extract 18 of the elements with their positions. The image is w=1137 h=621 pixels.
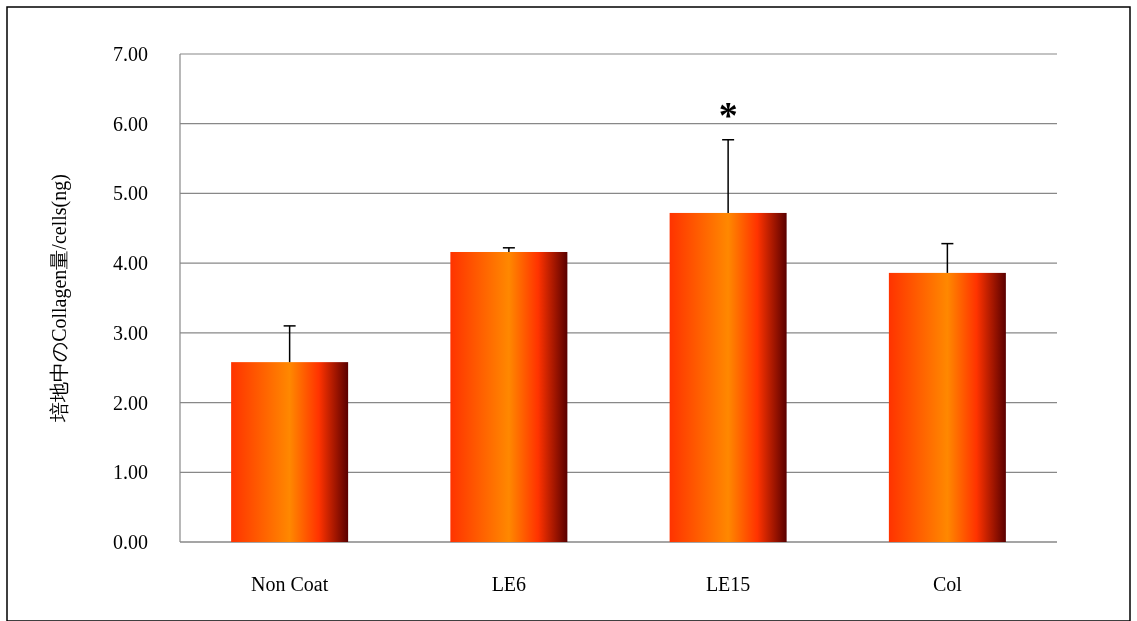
bar — [231, 362, 349, 542]
annotation: * — [718, 93, 738, 136]
y-tick-label: 4.00 — [113, 252, 148, 275]
y-tick-label: 0.00 — [113, 531, 148, 553]
y-axis-title: 培地中のCollagen量/cells(ng) — [48, 174, 71, 423]
y-tick-label: 2.00 — [113, 391, 148, 414]
bar — [888, 272, 1006, 542]
bar — [669, 212, 787, 542]
y-tick-label: 7.00 — [113, 43, 148, 65]
y-tick-label: 5.00 — [113, 182, 148, 205]
x-tick-label: LE6 — [491, 573, 527, 595]
y-tick-label: 1.00 — [113, 461, 148, 484]
x-tick-label: Non Coat — [251, 573, 329, 595]
x-tick-label: LE15 — [705, 573, 751, 595]
y-tick-label: 6.00 — [113, 112, 148, 135]
x-tick-label: Col — [932, 573, 963, 595]
y-tick-label: 3.00 — [113, 321, 148, 344]
bar — [450, 251, 568, 542]
